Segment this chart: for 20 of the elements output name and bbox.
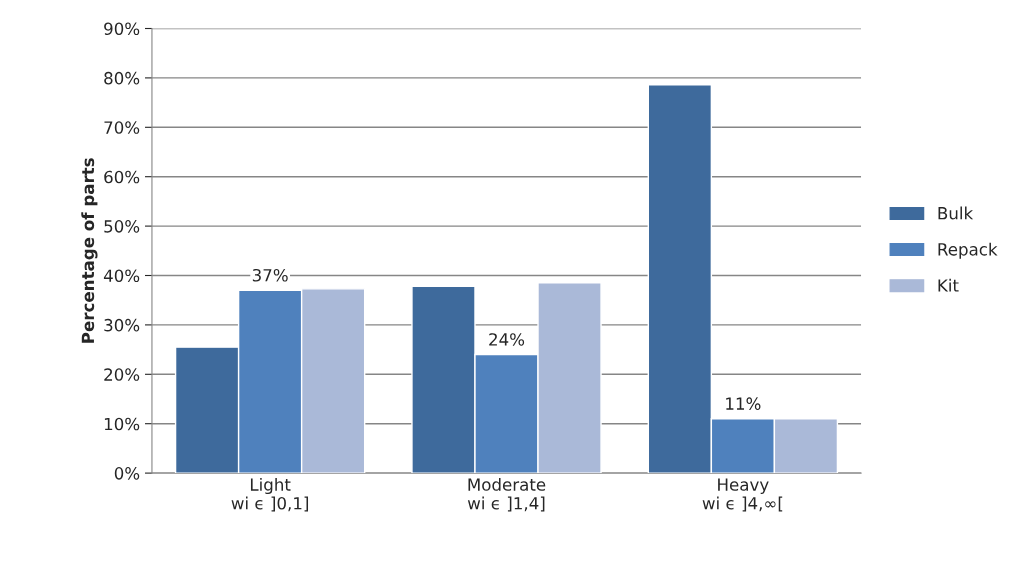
- x-tick-label: Moderate wi ϵ ]1,4]: [467, 477, 546, 512]
- data-label: 37%: [252, 268, 288, 282]
- data-label: 24%: [489, 333, 525, 346]
- legend-label: Bulk: [938, 206, 974, 220]
- y-tick-label: 90%: [104, 22, 140, 36]
- y-tick-label: 40%: [103, 269, 140, 283]
- legend-label: Repack: [938, 242, 998, 259]
- x-tick-label: Light wi ϵ ]0,1]: [231, 477, 309, 512]
- y-tick-label: 30%: [104, 318, 140, 332]
- y-axis-title: Percentage of parts: [81, 158, 98, 343]
- y-tick-label: 60%: [104, 170, 140, 184]
- y-tick-label: 20%: [104, 368, 140, 381]
- y-tick-label: 70%: [104, 121, 140, 134]
- y-tick-label: 0%: [114, 467, 140, 480]
- data-label: 11%: [726, 397, 761, 410]
- legend-label: Kit: [938, 278, 959, 292]
- y-tick-label: 50%: [104, 220, 140, 233]
- y-tick-label: 80%: [104, 71, 140, 85]
- y-tick-label: 10%: [104, 417, 140, 431]
- x-tick-label: Heavy wi ϵ ]4,∞[: [702, 478, 783, 512]
